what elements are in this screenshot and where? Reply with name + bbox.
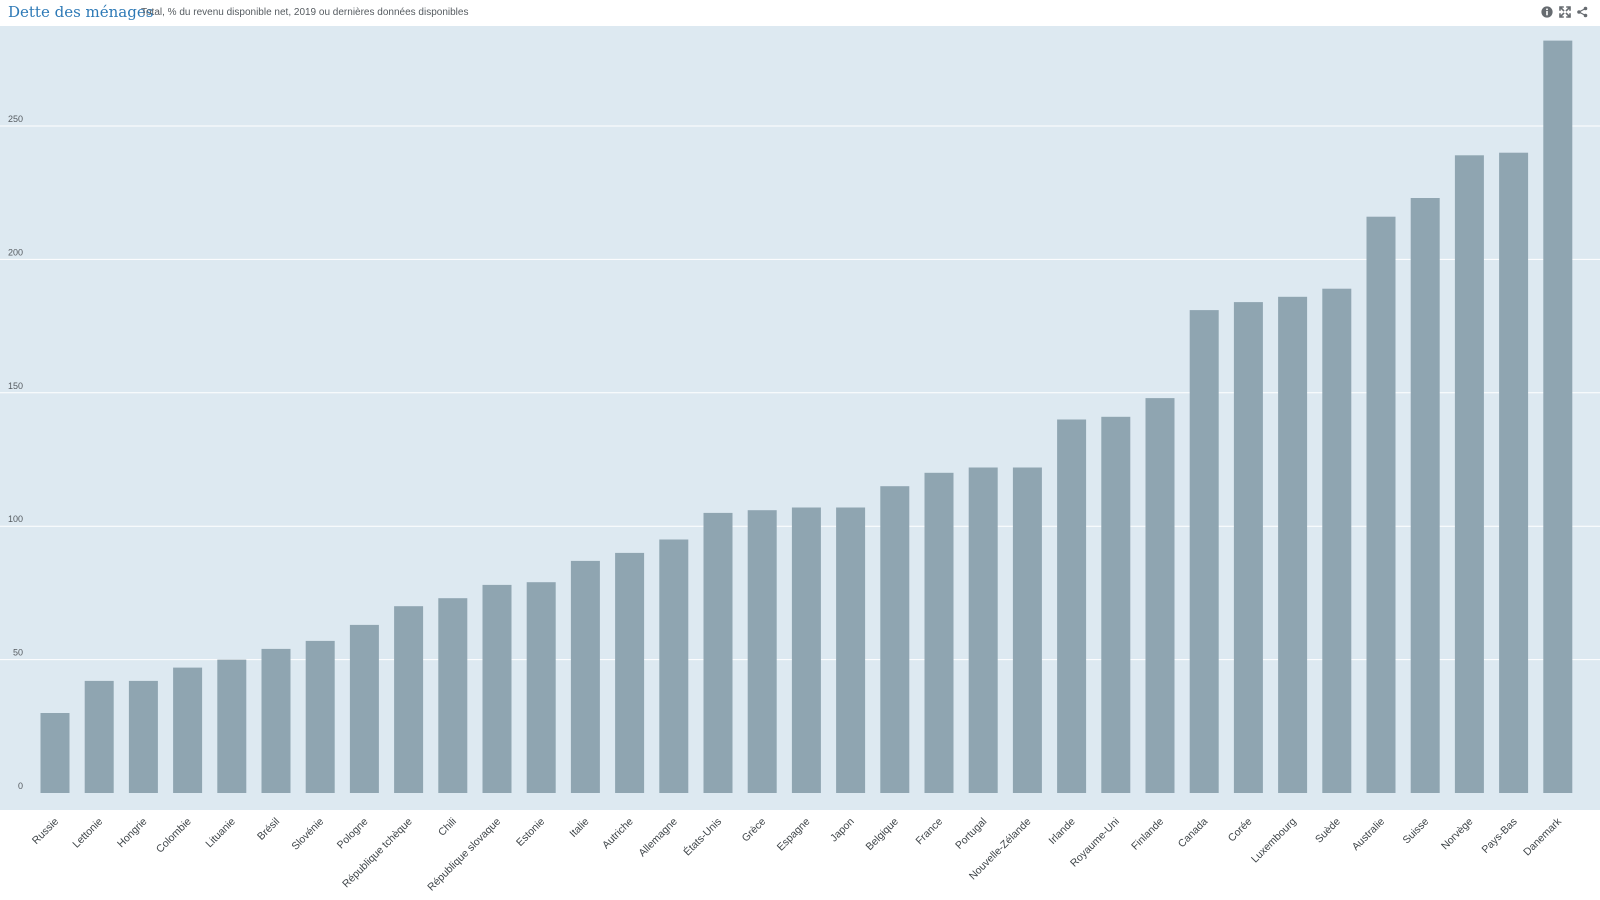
x-category-label: Australie [1350,816,1387,853]
bar-8[interactable] [394,606,424,793]
x-category-label: Corée [1226,816,1255,845]
y-tick-label-100: 100 [8,514,23,524]
bar-12[interactable] [570,560,600,793]
x-category-label: Danemark [1521,815,1564,858]
bar-15[interactable] [703,512,733,793]
x-category-label: France [914,816,946,848]
y-tick-label-200: 200 [8,247,23,257]
bar-14[interactable] [659,539,689,794]
x-category-label: Russie [30,816,61,847]
bar-30[interactable] [1366,216,1396,793]
bar-20[interactable] [924,472,954,793]
x-category-label: Colombie [154,816,194,856]
bar-19[interactable] [880,486,910,793]
bar-21[interactable] [968,467,998,794]
x-category-label: Espagne [775,816,813,854]
bar-31[interactable] [1410,198,1440,793]
share-icon[interactable] [1576,6,1588,18]
bar-16[interactable] [747,510,777,793]
bar-24[interactable] [1101,416,1131,793]
bar-3[interactable] [173,667,203,793]
x-category-label: Pologne [335,816,371,852]
bar-13[interactable] [615,552,645,793]
expand-icon[interactable] [1559,6,1571,18]
x-category-label: Slovénie [289,816,326,853]
chart-title: Dette des ménages [8,3,154,21]
bar-26[interactable] [1189,310,1219,793]
bar-1[interactable] [84,680,114,793]
bar-6[interactable] [305,640,335,793]
x-axis-labels: Russie Lettonie Hongrie Colombie Lituanie Bré… [30,815,1565,894]
chart-header: Dette des ménages Total, % du revenu dis… [0,0,1600,26]
bar-10[interactable] [482,584,512,793]
bar-27[interactable] [1233,302,1263,793]
bar-4[interactable] [217,659,247,793]
x-category-label: Lettonie [70,816,105,851]
bar-5[interactable] [261,648,291,793]
bar-34[interactable] [1543,40,1573,794]
x-category-label: République slovaque [425,816,503,894]
x-category-label: Suède [1313,816,1343,846]
x-category-label: Pays-Bas [1479,816,1519,856]
x-category-label: Canada [1176,816,1211,851]
bar-23[interactable] [1057,419,1087,794]
x-category-label: Lituanie [203,816,238,851]
x-category-label: Chili [436,816,459,839]
bar-33[interactable] [1499,152,1529,793]
x-category-label: Irlande [1047,816,1078,847]
info-icon[interactable] [1541,6,1553,18]
x-category-label: Autriche [600,816,636,852]
bar-22[interactable] [1012,467,1042,794]
y-tick-label-50: 50 [13,648,23,658]
bar-9[interactable] [438,598,468,793]
bar-25[interactable] [1145,398,1175,793]
chart-subtitle: Total, % du revenu disponible net, 2019 … [141,7,469,18]
x-category-label: Luxembourg [1249,816,1299,866]
x-category-label: Italie [567,816,591,840]
x-category-label: Suisse [1401,816,1432,847]
x-category-label: Estonie [514,816,547,849]
x-category-label: Brésil [255,816,282,843]
bar-32[interactable] [1454,155,1484,794]
x-category-label: Portugal [953,816,989,852]
x-category-label: Allemagne [636,816,680,860]
bar-7[interactable] [349,624,379,793]
bars [40,40,1573,794]
y-tick-label-0: 0 [18,781,23,791]
x-category-label: Grèce [740,816,769,845]
bar-28[interactable] [1278,296,1308,793]
x-category-label: États-Unis [681,815,724,858]
x-category-label: Finlande [1129,816,1166,853]
bar-2[interactable] [128,680,158,793]
bar-0[interactable] [40,713,70,793]
x-category-label: Hongrie [115,816,150,851]
x-category-label: Japon [828,816,857,845]
bar-18[interactable] [836,507,866,794]
bar-11[interactable] [526,582,556,793]
y-axis-ticks: 0 50 100 150 200 250 [8,114,23,791]
x-category-label: Belgique [864,816,901,853]
bar-17[interactable] [791,507,821,794]
bar-29[interactable] [1322,288,1352,793]
y-tick-label-150: 150 [8,381,23,391]
x-category-label: Norvège [1439,816,1476,853]
y-tick-label-250: 250 [8,114,23,124]
